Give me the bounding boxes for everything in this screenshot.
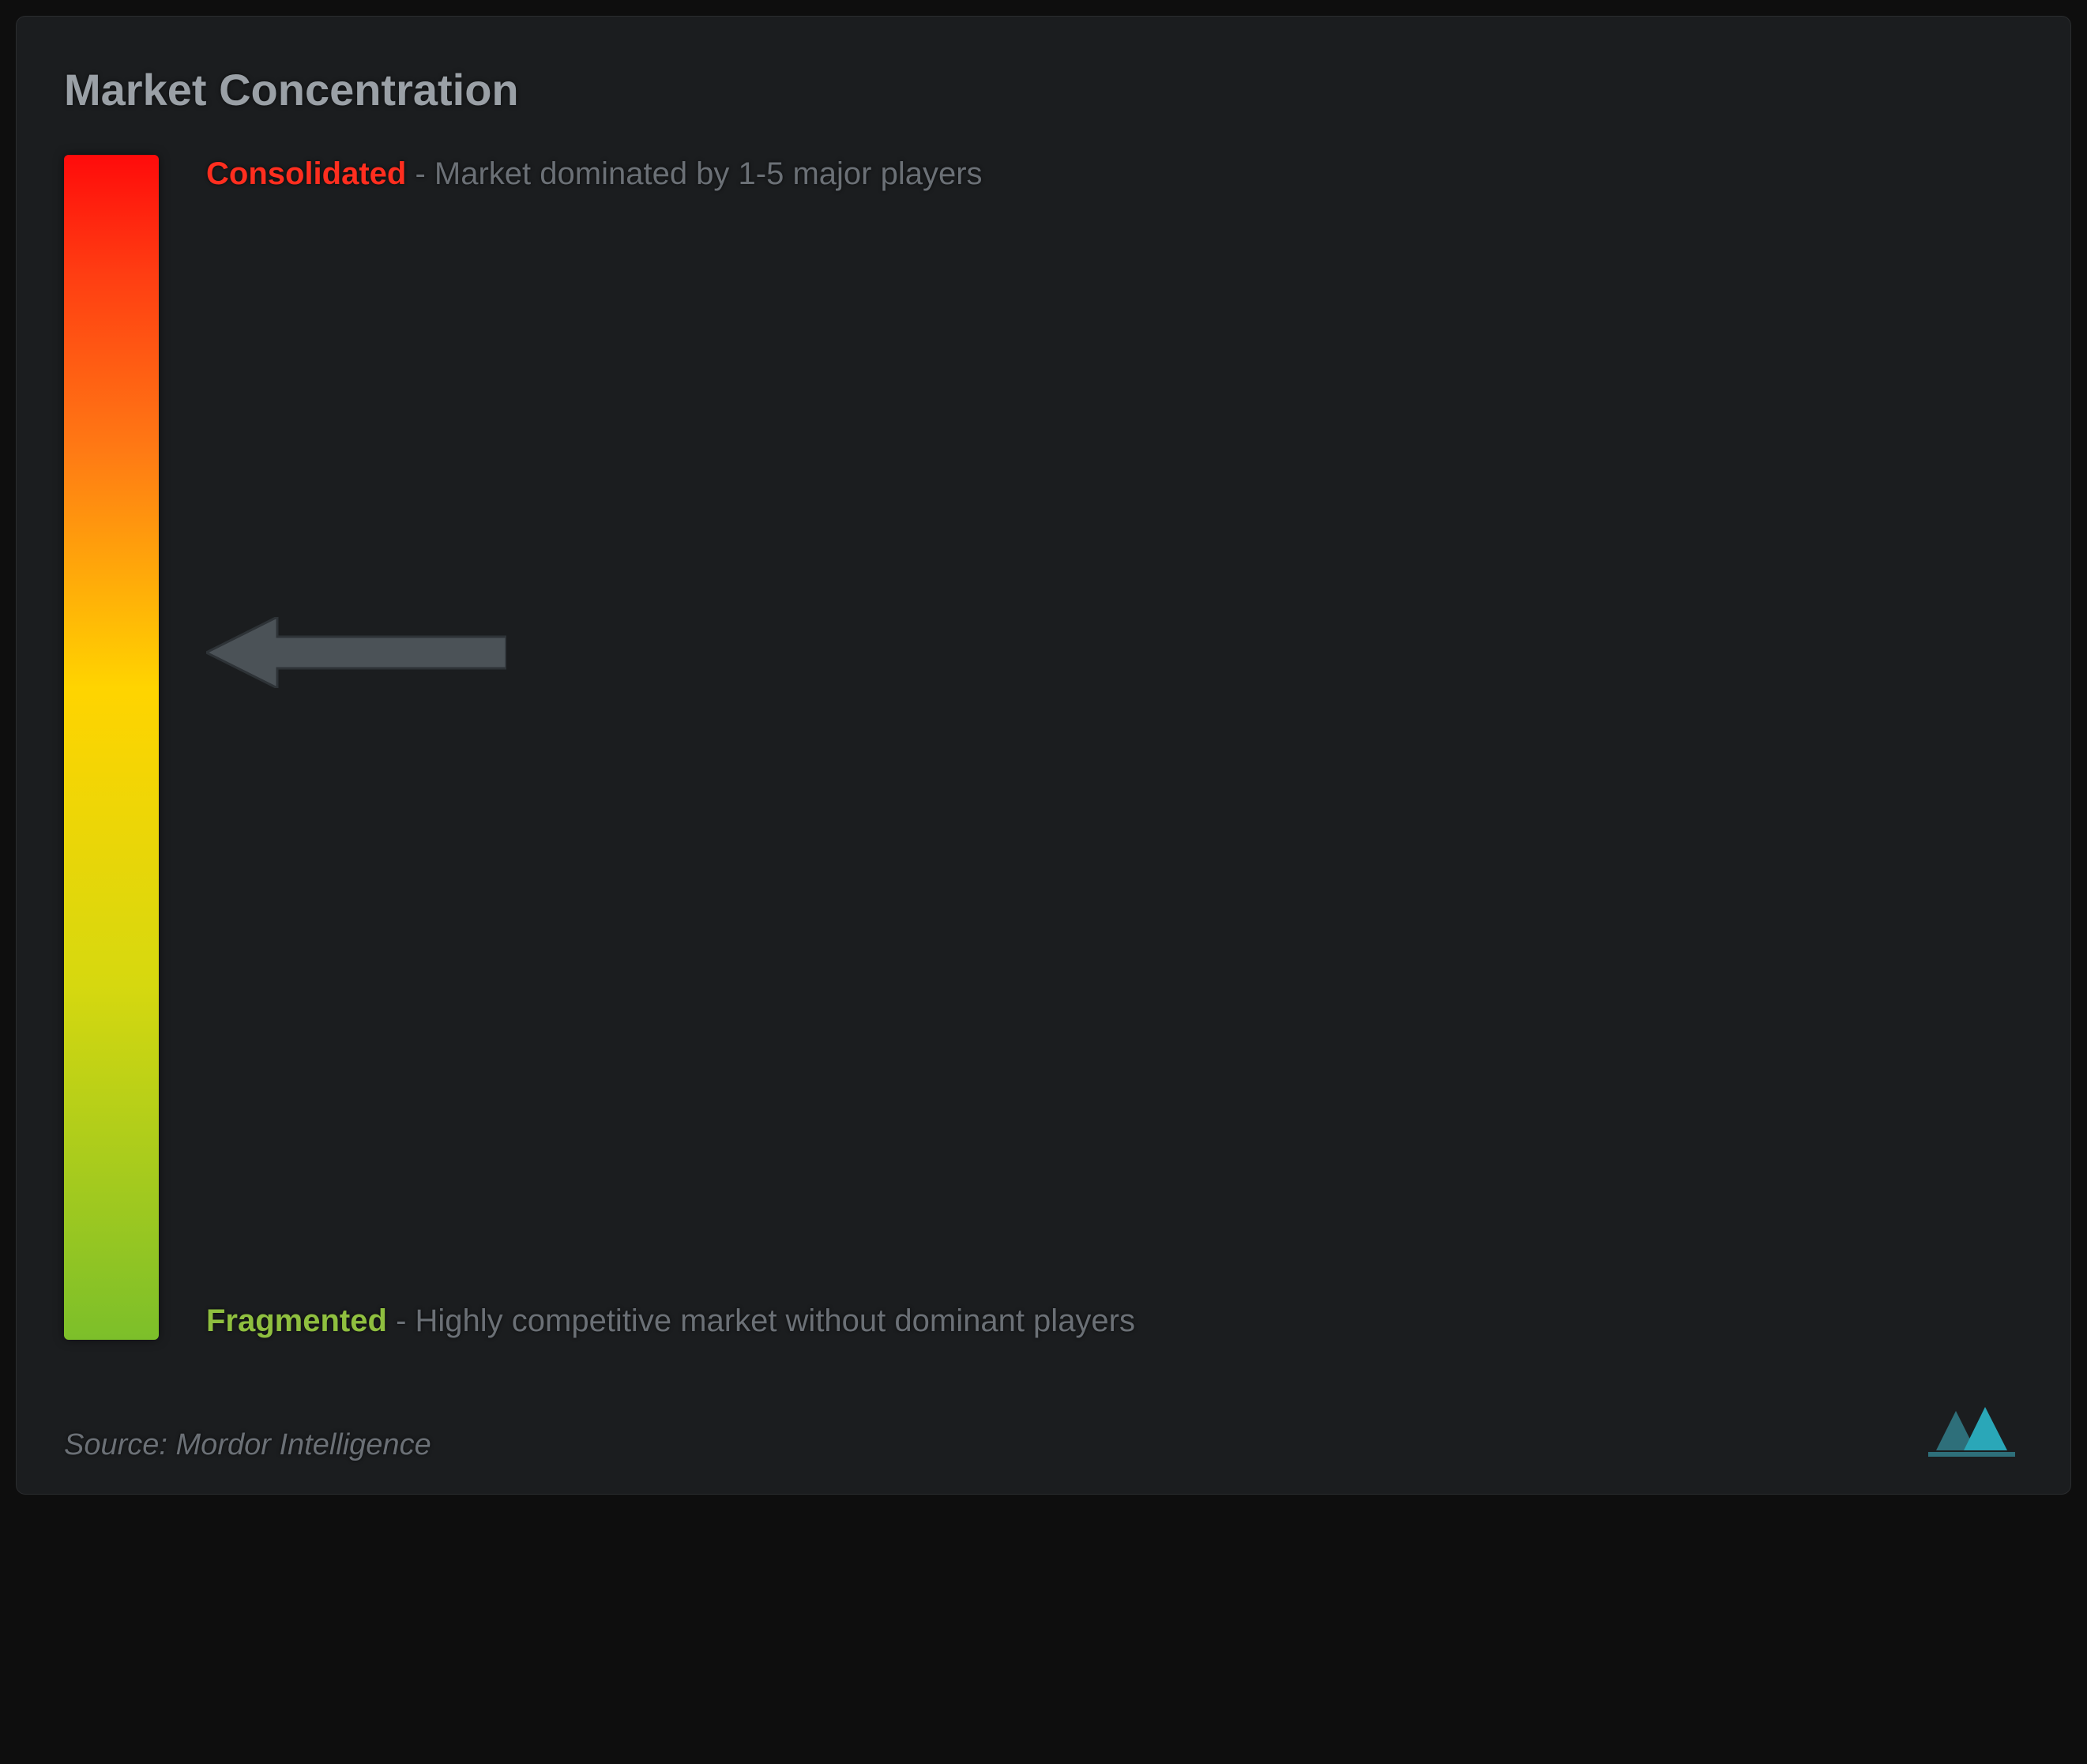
position-arrow-icon <box>206 617 506 688</box>
fragmented-accent: Fragmented <box>206 1303 387 1338</box>
brand-logo-icon <box>1928 1403 2023 1462</box>
labels-area: Consolidated - Market dominated by 1-5 m… <box>206 155 2023 1340</box>
arrow-shape <box>206 617 506 688</box>
source-value: Mordor Intelligence <box>176 1428 431 1461</box>
market-concentration-card: Market Concentration Consolidated - Mark… <box>16 16 2071 1495</box>
fragmented-description: - Highly competitive market without domi… <box>396 1303 1135 1338</box>
consolidated-label: Consolidated - Market dominated by 1-5 m… <box>206 147 1991 201</box>
card-body: Consolidated - Market dominated by 1-5 m… <box>64 155 2023 1340</box>
concentration-gradient-bar <box>64 155 159 1340</box>
fragmented-label: Fragmented - Highly competitive market w… <box>206 1294 1991 1348</box>
source-label: Source: <box>64 1428 176 1461</box>
source-text: Source: Mordor Intelligence <box>64 1428 431 1462</box>
card-footer: Source: Mordor Intelligence <box>64 1403 2023 1462</box>
card-title: Market Concentration <box>64 64 2023 115</box>
consolidated-accent: Consolidated <box>206 156 406 191</box>
consolidated-description: - Market dominated by 1-5 major players <box>415 156 982 191</box>
